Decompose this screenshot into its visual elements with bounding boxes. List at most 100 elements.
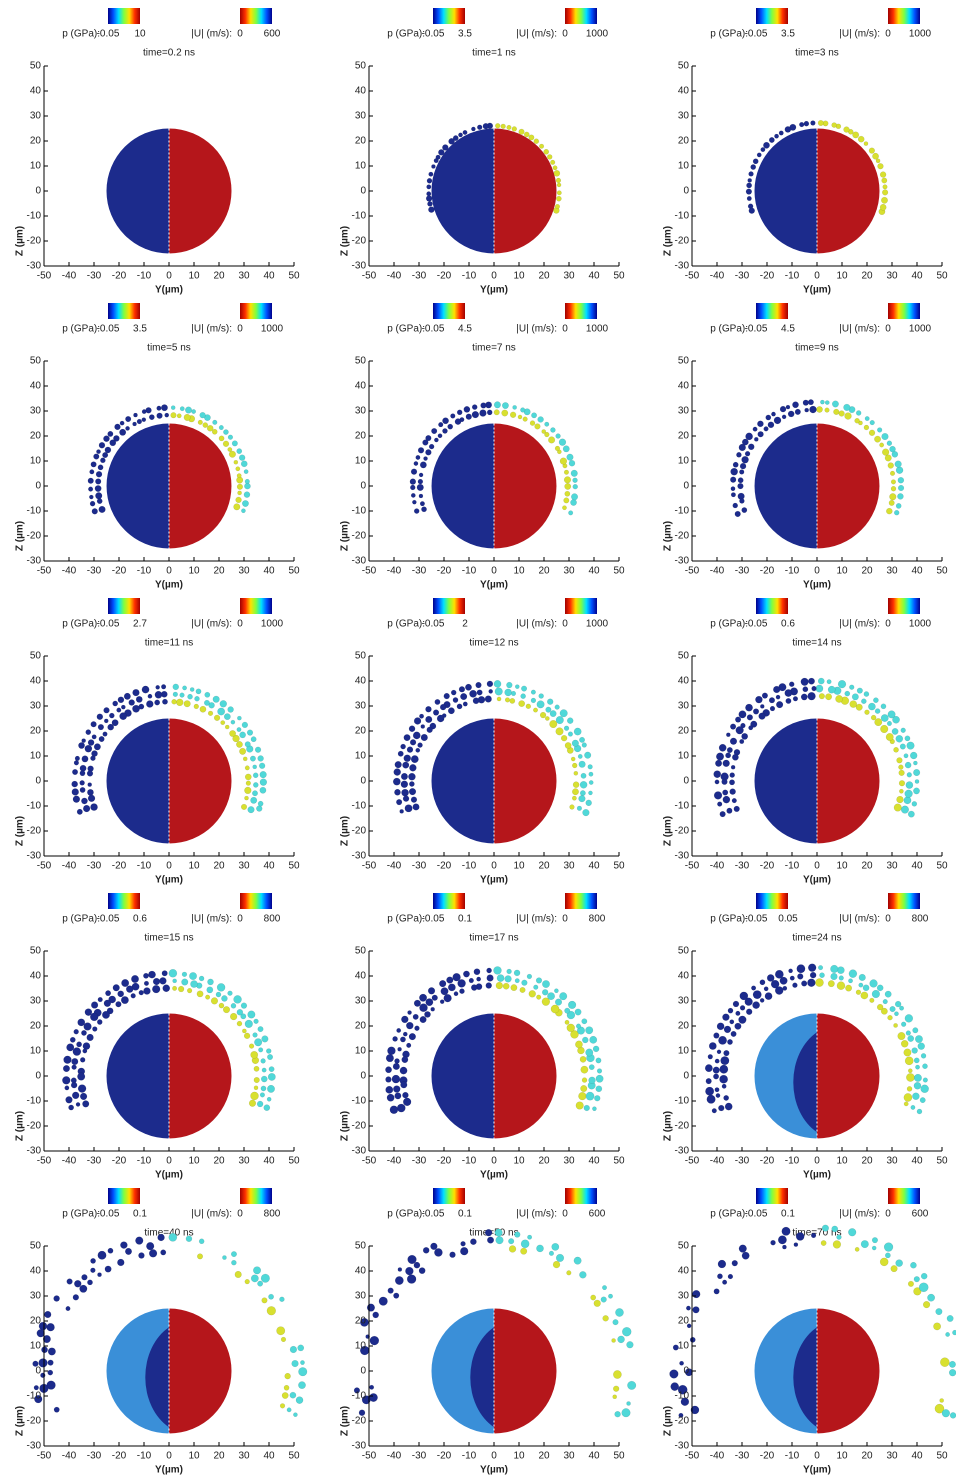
particle: [747, 178, 752, 183]
panel-title: time=14 ns: [792, 638, 841, 649]
particle: [529, 420, 536, 426]
x-axis-label: Y(µm): [155, 1465, 183, 1476]
particle: [469, 689, 477, 698]
sphere-left: [431, 718, 494, 844]
particle: [757, 431, 764, 438]
colorbar: [108, 8, 140, 24]
x-tick-label: 30: [238, 1156, 250, 1167]
particle: [138, 990, 144, 996]
particle: [100, 457, 106, 464]
particle: [906, 1073, 915, 1082]
particle: [86, 770, 94, 777]
particle: [753, 708, 760, 715]
y-tick-label: 40: [30, 1266, 42, 1277]
particle: [97, 1250, 107, 1260]
particle: [156, 412, 163, 419]
particle: [279, 1403, 286, 1409]
y-tick-label: 50: [678, 1241, 690, 1252]
colorbar-max: 0.1: [458, 914, 472, 925]
particle: [259, 786, 267, 794]
particle: [87, 477, 94, 484]
particle: [767, 421, 775, 429]
particle: [799, 122, 805, 128]
y-tick-label: 50: [30, 1241, 42, 1252]
particle: [788, 968, 793, 974]
particle: [97, 464, 104, 471]
particle: [154, 699, 161, 706]
x-tick-label: 20: [538, 1451, 550, 1462]
particle: [141, 409, 147, 414]
particle: [256, 1100, 264, 1108]
x-tick-label: 40: [263, 566, 275, 577]
particle: [752, 990, 762, 1000]
particle: [900, 727, 906, 733]
x-tick-label: -40: [387, 861, 402, 872]
particle: [248, 1099, 256, 1107]
colorbar-label: p (GPa):: [62, 914, 100, 925]
particle: [410, 755, 419, 763]
x-tick-label: 50: [613, 566, 625, 577]
particle: [921, 1272, 928, 1280]
particle: [714, 779, 720, 785]
particle: [298, 1367, 308, 1377]
y-tick-label: -30: [675, 1441, 690, 1452]
particle: [83, 805, 91, 813]
y-tick-label: 40: [678, 1266, 690, 1277]
particle: [592, 1045, 600, 1053]
particle: [162, 984, 170, 992]
particle: [418, 1267, 426, 1274]
y-tick-label: 50: [678, 651, 690, 662]
particle: [536, 700, 545, 709]
particle: [572, 781, 580, 788]
particle: [223, 429, 229, 435]
particle: [568, 460, 576, 467]
particle: [501, 409, 509, 417]
particle: [47, 1359, 54, 1366]
particle: [218, 1002, 225, 1009]
particle: [244, 1032, 251, 1039]
particle: [941, 1409, 950, 1418]
particle: [738, 443, 746, 452]
particle: [914, 779, 920, 784]
y-tick-label: -30: [352, 851, 367, 862]
particle: [768, 697, 775, 704]
particle: [471, 126, 476, 132]
x-axis-label: Y(µm): [480, 285, 508, 296]
particle: [612, 1394, 617, 1399]
particle: [725, 752, 731, 759]
particle: [77, 1018, 86, 1027]
particle: [885, 733, 894, 741]
y-tick-label: 20: [678, 1316, 690, 1327]
colorbar: [565, 598, 597, 614]
x-tick-label: 10: [188, 1451, 200, 1462]
particle: [408, 1033, 416, 1041]
particle: [426, 184, 432, 190]
particle: [898, 780, 905, 787]
particle: [458, 686, 466, 693]
particle: [257, 1026, 264, 1032]
particle: [588, 780, 594, 785]
particle: [181, 978, 189, 986]
particle: [446, 976, 454, 984]
y-axis-label: Z (µm): [340, 226, 351, 256]
particle: [62, 1076, 71, 1085]
particle: [564, 490, 571, 497]
particle: [250, 1274, 259, 1283]
y-tick-label: -20: [675, 236, 690, 247]
particle: [901, 805, 909, 814]
particle: [707, 1054, 713, 1060]
y-tick-label: -30: [352, 556, 367, 567]
particle: [763, 141, 770, 149]
particle: [255, 746, 262, 753]
particle: [897, 1032, 906, 1040]
particle: [116, 707, 122, 713]
y-tick-label: 50: [30, 356, 42, 367]
colorbar: [108, 303, 140, 319]
y-tick-label: 20: [355, 726, 367, 737]
x-tick-label: 40: [588, 1451, 600, 1462]
particle: [227, 990, 233, 996]
particle: [518, 128, 525, 135]
sphere-right: [817, 1013, 880, 1139]
x-tick-label: -40: [710, 1451, 725, 1462]
